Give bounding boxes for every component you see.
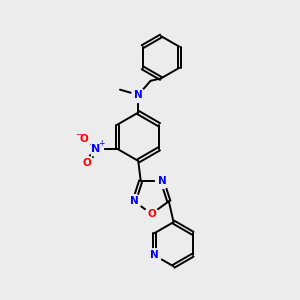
Text: N: N [130,196,139,206]
Text: O: O [83,158,92,168]
Text: N: N [150,250,159,260]
Text: +: + [98,139,104,148]
Text: O: O [147,209,156,219]
Text: N: N [158,176,167,186]
Text: O: O [80,134,88,144]
Text: N: N [92,144,101,154]
Text: −: − [75,130,82,139]
Text: N: N [134,90,142,100]
